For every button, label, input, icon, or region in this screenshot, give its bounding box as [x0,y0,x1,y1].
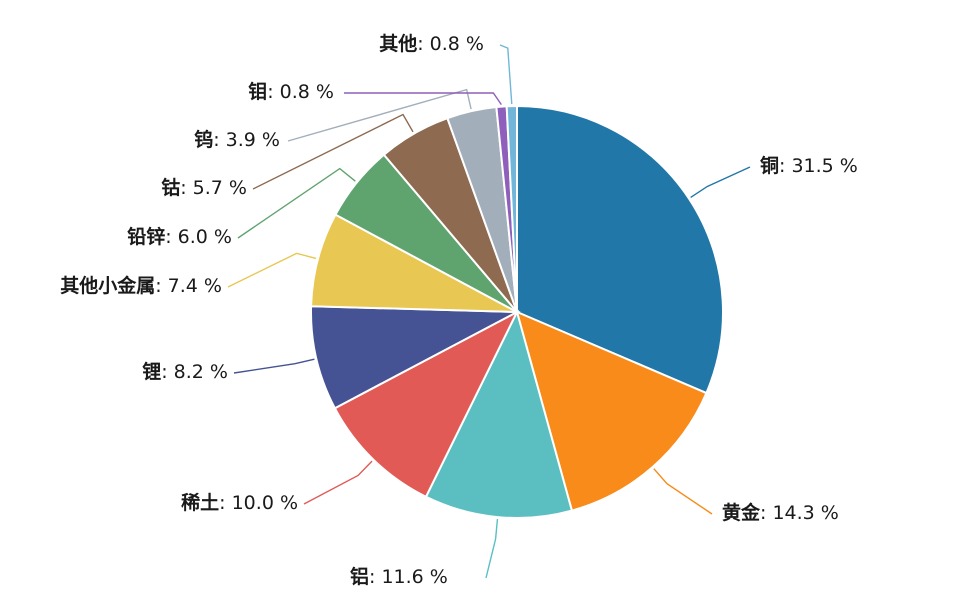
slice-label-6: 其他小金属: 7.4 % [60,274,222,297]
leader-line-1 [690,166,751,199]
leader-line-4 [303,460,373,505]
slice-label-4: 稀土: 10.0 % [181,491,298,514]
slice-label-name: 铜 [760,154,779,177]
slice-label-name: 黄金 [722,501,761,524]
slice-label-5: 锂: 8.2 % [142,360,228,383]
leader-line-3 [485,519,499,579]
slice-label-value: : 0.8 % [417,33,484,55]
slice-label-8: 钴: 5.7 % [161,176,247,199]
slice-label-value: : 10.0 % [219,492,298,514]
leader-line-6 [227,252,317,288]
slice-label-7: 铅锌: 6.0 % [127,225,232,248]
slice-label-name: 其他 [379,32,417,55]
leader-line-10 [344,92,502,105]
pie-slice-4 [333,309,520,499]
slice-label-name: 钼 [248,80,267,103]
slice-label-10: 钼: 0.8 % [248,80,334,103]
slice-label-value: : 0.8 % [267,81,334,103]
slice-label-11: 其他: 0.8 % [379,32,484,55]
pie-slice-5 [310,305,521,410]
slice-label-value: : 8.2 % [161,361,228,383]
leader-line-11 [499,44,513,105]
slice-label-value: : 5.7 % [180,177,247,199]
slice-label-value: : 6.0 % [165,226,232,248]
slice-label-9: 钨: 3.9 % [194,128,280,151]
leader-line-8 [252,113,414,190]
pie-slice-3 [424,309,574,519]
slice-label-3: 铝: 11.6 % [350,565,448,588]
slice-label-2: 黄金: 14.3 % [722,501,839,524]
slice-label-1: 铜: 31.5 % [760,154,858,177]
slice-labels: 铜: 31.5 % 黄金: 14.3 % 铝: 11.6 % 稀土: 10.0 % 锂:… [60,32,858,588]
pie-slice-1 [516,104,724,395]
slice-label-name: 其他小金属 [60,274,155,297]
slice-label-value: : 31.5 % [779,155,858,177]
slice-label-name: 钴 [161,176,180,199]
pie-slices [310,104,724,519]
slice-label-name: 铝 [350,565,369,588]
leader-line-5 [233,358,315,374]
slice-label-name: 铅锌 [127,225,165,248]
leader-lines [227,44,751,579]
pie-slice-2 [515,310,708,512]
slice-label-name: 锂 [142,360,161,383]
slice-label-value: : 7.4 % [155,275,222,297]
pie-slice-11 [505,104,518,313]
slice-label-name: 钨 [194,128,213,151]
leader-line-2 [653,468,713,515]
leader-line-9 [287,88,472,142]
leader-line-7 [237,167,356,239]
slice-label-value: : 14.3 % [760,502,839,524]
slice-label-value: : 11.6 % [369,566,448,588]
slice-label-name: 稀土 [181,491,219,514]
slice-label-value: : 3.9 % [213,129,280,151]
